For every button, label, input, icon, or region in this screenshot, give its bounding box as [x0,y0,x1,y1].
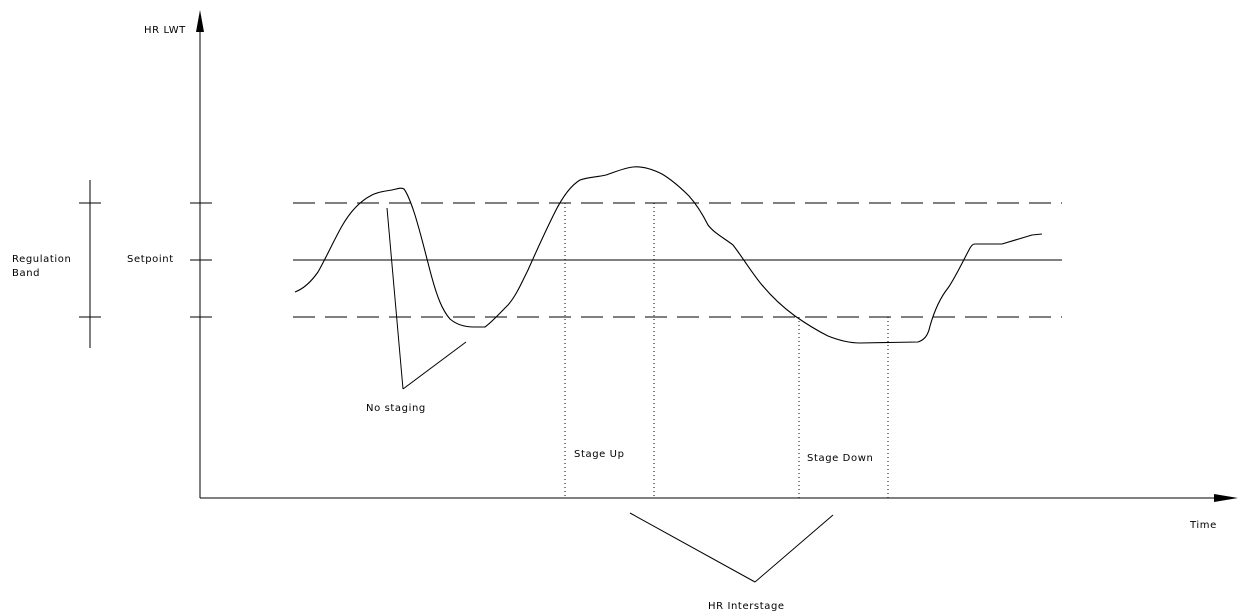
hr-interstage-leader-line-1 [629,512,756,583]
y-axis-label: HR LWT [144,25,186,36]
x-axis-label: Time [1189,520,1217,531]
regulation-band-label-line2: Band [12,268,40,279]
x-axis-arrowhead [1214,494,1238,502]
y-axis-arrowhead [196,10,204,32]
setpoint-label: Setpoint [127,254,174,265]
regulation-band-label-line1: Regulation [12,254,71,265]
hr-interstage-label: HR Interstage [708,601,785,612]
axes [196,10,1238,502]
no-staging-leader-line-2 [402,341,467,390]
no-staging-label: No staging [366,403,426,414]
no-staging-leader-line-1 [386,207,404,390]
hr-interstage-pointer [629,512,834,583]
hr-lwt-curve [294,166,1043,344]
hr-interstage-leader-line-2 [754,514,834,583]
stage-down-label: Stage Down [807,453,873,464]
regulation-band-bracket [79,180,101,348]
no-staging-pointer [386,207,467,390]
stage-up-label: Stage Up [574,449,625,460]
